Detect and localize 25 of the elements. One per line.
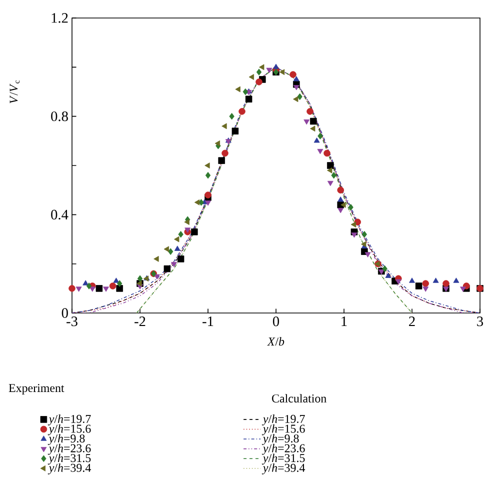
legend-label: y/h=31.5: [262, 454, 305, 465]
x-tick-label: -3: [66, 316, 78, 326]
x-tick-label: 1: [342, 316, 347, 326]
x-tick-label: 3: [477, 316, 484, 326]
legend-label: y/h=23.6: [48, 444, 91, 455]
legend-label: y/h=31.5: [48, 454, 91, 465]
y-tick-label: 0.8: [51, 111, 68, 122]
legend-label: y/h=15.6: [262, 424, 305, 436]
x-tick-label: 2: [409, 316, 415, 326]
y-tick-label: 1.2: [52, 13, 68, 23]
y-tick-label: 0.4: [51, 210, 68, 220]
x-tick-label: -2: [134, 316, 146, 326]
legend-label: y/h=23.6: [262, 444, 305, 455]
legend-label: y/h=9.8: [48, 434, 85, 445]
x-tick-label: -1: [202, 316, 214, 326]
text: Experiment: [8, 384, 64, 394]
text: Calculation: [272, 394, 326, 402]
legend-label: y/h=9.8: [262, 434, 299, 445]
x-axis-title: X/b: [267, 337, 284, 346]
legend-label: y/h=19.7: [262, 414, 305, 426]
x-tick-label: 0: [272, 316, 280, 326]
legend-label: y/h=15.6: [48, 424, 91, 436]
y-axis-title: V/V$_{c}$: [10, 80, 20, 104]
legend-label: y/h=19.7: [48, 414, 91, 426]
y-tick-label: 0: [62, 308, 68, 318]
